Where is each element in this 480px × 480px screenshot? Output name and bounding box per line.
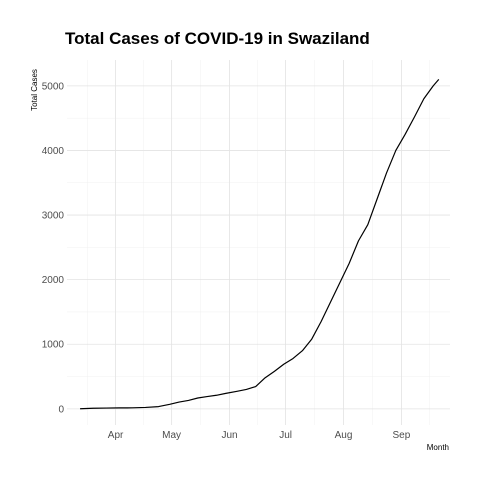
- y-tick-label: 2000: [42, 275, 65, 286]
- y-tick-label: 0: [58, 404, 64, 415]
- x-tick-label: Sep: [393, 430, 411, 441]
- y-axis-title: Total Cases: [30, 69, 39, 111]
- x-tick-label: Jul: [279, 430, 292, 441]
- x-tick-label: Apr: [108, 430, 124, 441]
- x-tick-label: May: [162, 430, 181, 441]
- series-line: [80, 79, 439, 408]
- y-tick-label: 3000: [42, 211, 65, 222]
- y-tick-label: 5000: [42, 81, 65, 92]
- y-tick-label: 4000: [42, 146, 65, 157]
- x-axis-title: Month: [427, 443, 449, 452]
- y-tick-labels: 0 1000 2000 3000 4000 5000: [42, 81, 65, 415]
- x-tick-labels: Apr May Jun Jul Aug Sep: [108, 430, 411, 441]
- y-tick-label: 1000: [42, 340, 65, 351]
- chart-title: Total Cases of COVID-19 in Swaziland: [65, 29, 370, 48]
- grid: [67, 60, 450, 425]
- x-tick-label: Aug: [335, 430, 353, 441]
- x-tick-label: Jun: [221, 430, 237, 441]
